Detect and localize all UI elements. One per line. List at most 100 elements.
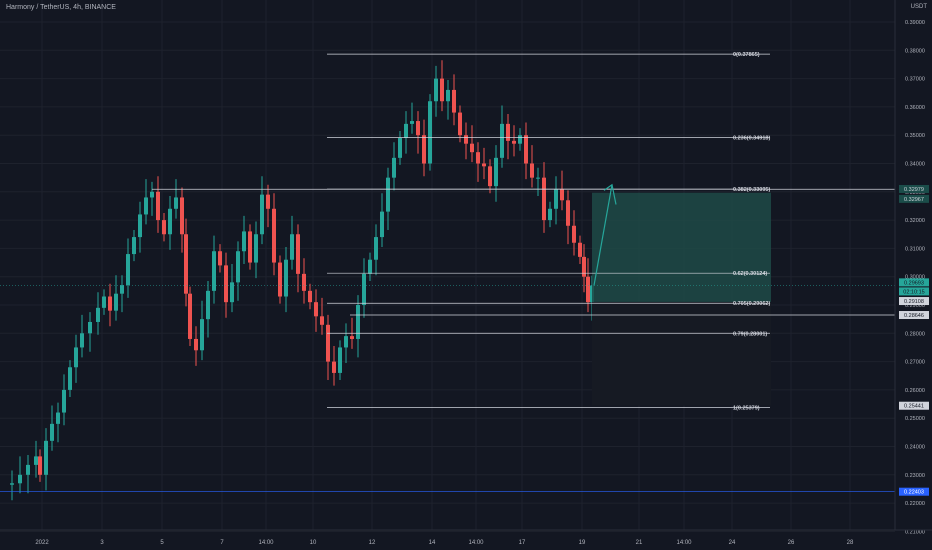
candle-body — [560, 188, 564, 201]
candlestick-series — [10, 60, 594, 501]
candle-body — [80, 333, 84, 348]
candle-body — [356, 305, 360, 339]
position-zones — [592, 192, 771, 406]
candle-body — [302, 273, 306, 291]
candle-body — [542, 177, 546, 221]
candle-body — [308, 290, 312, 303]
projection-arrow — [593, 184, 613, 286]
candle-body — [266, 194, 270, 209]
price-axis-badge-text: 0.25441 — [904, 404, 924, 410]
candle-body — [38, 456, 42, 475]
candle-body — [524, 135, 528, 164]
price-axis-badge-text: 0.29108 — [904, 299, 924, 305]
time-tick-label: 26 — [788, 540, 795, 546]
candle-body — [482, 163, 486, 167]
candle-body — [506, 123, 510, 141]
price-axis-badge — [899, 278, 929, 287]
candle-body — [138, 214, 142, 238]
candle-body — [518, 135, 522, 144]
candle-body — [488, 166, 492, 187]
time-tick-label: 10 — [310, 540, 317, 546]
time-axis[interactable]: 2022 3 5 7 14:00 10 12 14 14:00 17 19 21 14:00 24 26 28 — [0, 529, 932, 546]
candle-body — [224, 265, 228, 303]
price-tick-label: 0.23000 — [905, 473, 925, 479]
candle-body — [74, 347, 78, 368]
candle-body — [566, 200, 570, 226]
price-axis-badge-text: 02:10:15 — [903, 289, 924, 295]
candle-body — [272, 208, 276, 263]
time-tick-label: 2022 — [35, 540, 49, 546]
price-tick-label: 0.28000 — [905, 331, 925, 337]
candle-body — [88, 321, 92, 334]
time-tick-label: 5 — [160, 540, 164, 546]
candle-body — [102, 296, 106, 308]
candle-body — [338, 347, 342, 373]
price-tick-label: 0.29000 — [905, 303, 925, 309]
candle-body — [326, 324, 330, 362]
candle-body — [440, 78, 444, 102]
candle-body — [404, 123, 408, 139]
candle-body — [500, 123, 504, 158]
candle-body — [150, 191, 154, 198]
candle-body — [218, 251, 222, 266]
candle-body — [374, 237, 378, 260]
candle-body — [162, 220, 166, 235]
candle-body — [332, 361, 336, 373]
candle-body — [350, 336, 354, 339]
time-tick-label: 3 — [100, 540, 104, 546]
candle-body — [296, 234, 300, 274]
candle-body — [476, 152, 480, 164]
candle-body — [398, 138, 402, 158]
price-axis-badge-text: 0.32967 — [904, 197, 924, 203]
candle-body — [260, 194, 264, 235]
time-tick-label: 7 — [220, 540, 224, 546]
fib-level-label: 0(0.37865) — [733, 52, 760, 58]
candle-body — [458, 112, 462, 136]
price-axis-badge-text: 0.32979 — [904, 187, 924, 193]
fib-level-label: 0.79(0.28001) — [733, 331, 767, 337]
candle-body — [380, 211, 384, 238]
candle-body — [368, 259, 372, 274]
price-axis-badge — [899, 297, 929, 306]
price-tick-label: 0.27000 — [905, 360, 925, 366]
price-tick-label: 0.25000 — [905, 416, 925, 422]
price-tick-label: 0.39000 — [905, 20, 925, 26]
fib-retracement[interactable]: 0(0.37865) 0.236(0.34918) 0.382(0.33095) 0.… — [327, 52, 770, 411]
price-axis[interactable]: 0.39000 0.38000 0.37000 0.36000 0.35000 0.340… — [894, 0, 932, 535]
price-tick-label: 0.38000 — [905, 48, 925, 54]
candle-body — [386, 177, 390, 212]
price-tick-label: 0.31000 — [905, 246, 925, 252]
price-axis-badge — [899, 194, 929, 203]
price-tick-label: 0.22000 — [905, 501, 925, 507]
candle-body — [132, 237, 136, 255]
price-axis-badge-text: 0.28646 — [904, 313, 924, 319]
stop-zone — [592, 301, 771, 406]
price-axis-badge — [899, 401, 929, 410]
price-axis-bg — [895, 0, 932, 530]
candle-body — [278, 262, 282, 297]
price-axis-badge-text: 0.22403 — [904, 490, 924, 496]
candle-body — [434, 78, 438, 102]
candle-body — [68, 367, 72, 390]
candle-body — [470, 143, 474, 153]
time-tick-label: 14 — [429, 540, 436, 546]
drawn-lines[interactable] — [0, 183, 895, 493]
candle-body — [578, 242, 582, 257]
price-axis-badge — [899, 287, 929, 296]
candle-body — [422, 135, 426, 164]
price-axis-badge-text: 0.29693 — [904, 280, 924, 286]
candle-body — [114, 293, 118, 311]
candle-body — [428, 101, 432, 164]
candle-body — [362, 273, 366, 305]
price-tick-label: 0.36000 — [905, 105, 925, 111]
candle-body — [416, 121, 420, 136]
candle-body — [156, 191, 160, 221]
fib-level-label: 0.62(0.30124) — [733, 271, 767, 277]
currency-label[interactable]: USDT — [910, 4, 927, 10]
price-tick-label: 0.37000 — [905, 77, 925, 83]
candle-body — [18, 474, 22, 484]
time-tick-label: 12 — [369, 540, 376, 546]
candle-body — [320, 316, 324, 325]
symbol-title: Harmony / TetherUS, 4h, BINANCE — [6, 4, 116, 11]
